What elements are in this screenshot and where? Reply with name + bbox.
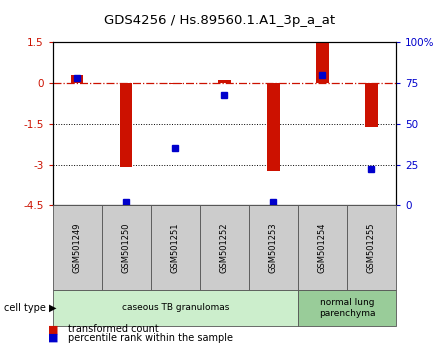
Bar: [71, 75, 84, 83]
Bar: [268, 83, 279, 171]
Text: GSM501249: GSM501249: [73, 223, 82, 273]
Bar: [120, 83, 132, 167]
Text: GDS4256 / Hs.89560.1.A1_3p_a_at: GDS4256 / Hs.89560.1.A1_3p_a_at: [104, 14, 336, 27]
Text: GSM501252: GSM501252: [220, 223, 229, 273]
Text: cell type ▶: cell type ▶: [4, 303, 57, 313]
Bar: [169, 83, 182, 84]
Text: GSM501250: GSM501250: [122, 223, 131, 273]
Text: GSM501253: GSM501253: [269, 222, 278, 273]
Text: GSM501255: GSM501255: [367, 223, 376, 273]
Text: ■: ■: [48, 324, 59, 334]
Bar: [365, 83, 378, 127]
Text: ■: ■: [48, 333, 59, 343]
Bar: [218, 80, 231, 83]
Text: caseous TB granulomas: caseous TB granulomas: [122, 303, 229, 313]
Text: GSM501251: GSM501251: [171, 223, 180, 273]
Bar: [316, 42, 329, 83]
Text: percentile rank within the sample: percentile rank within the sample: [68, 333, 233, 343]
Text: transformed count: transformed count: [68, 324, 159, 334]
Text: normal lung
parenchyma: normal lung parenchyma: [319, 298, 375, 318]
Text: GSM501254: GSM501254: [318, 223, 327, 273]
